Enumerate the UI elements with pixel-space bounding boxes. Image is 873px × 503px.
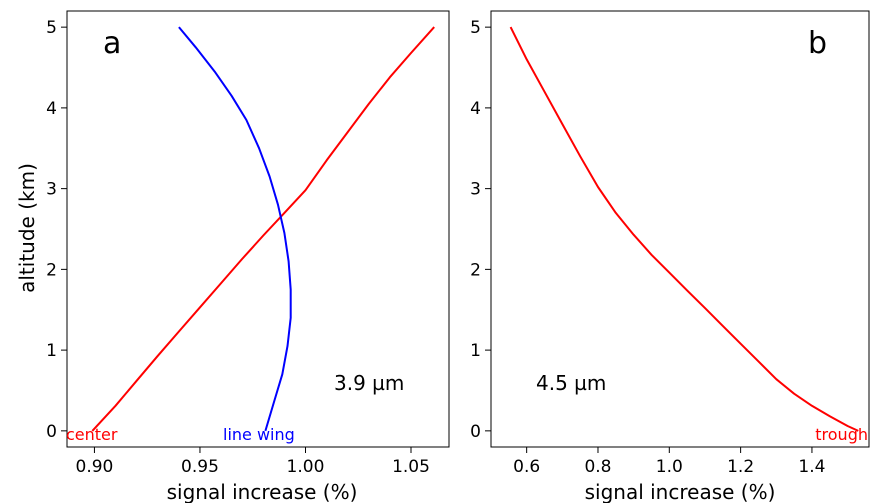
series-line-center bbox=[91, 26, 435, 432]
panel-b-annotation: 4.5 µm bbox=[536, 371, 606, 395]
x-tick-label: 0.8 bbox=[584, 457, 611, 477]
panel-a-annotation: 3.9 µm bbox=[334, 371, 404, 395]
y-tick-label: 5 bbox=[46, 18, 57, 38]
x-tick-label: 1.0 bbox=[656, 457, 683, 477]
y-tick-label: 2 bbox=[470, 260, 481, 280]
panel-a-xlabel: signal increase (%) bbox=[167, 480, 358, 503]
panel-a-letter: a bbox=[103, 26, 121, 61]
x-tick-label: 0.95 bbox=[181, 457, 219, 477]
panel-a-frame bbox=[66, 10, 450, 448]
y-tick-label: 4 bbox=[470, 99, 481, 119]
x-tick-label: 0.6 bbox=[513, 457, 540, 477]
panel-a: 0.90 0.95 1.00 1.05 0 1 2 3 4 5 a 3.9 µm signal i… bbox=[46, 10, 450, 503]
panel-b-xlabel: signal increase (%) bbox=[585, 480, 776, 503]
y-tick-label: 0 bbox=[470, 422, 481, 442]
x-tick-label: 0.90 bbox=[76, 457, 114, 477]
series-line-line-wing bbox=[178, 26, 292, 432]
panel-a-series bbox=[91, 26, 435, 432]
y-tick-label: 3 bbox=[46, 180, 57, 200]
series-label-trough: trough bbox=[815, 425, 868, 444]
y-tick-label: 0 bbox=[46, 422, 57, 442]
x-tick-label: 1.2 bbox=[727, 457, 754, 477]
panel-b-series bbox=[509, 26, 859, 432]
panel-b-frame bbox=[490, 10, 870, 448]
y-tick-label: 1 bbox=[46, 341, 57, 361]
y-tick-label: 4 bbox=[46, 99, 57, 119]
y-tick-label: 2 bbox=[46, 260, 57, 280]
x-tick-label: 1.00 bbox=[287, 457, 325, 477]
x-tick-label: 1.05 bbox=[392, 457, 430, 477]
series-label-line-wing: line wing bbox=[223, 425, 295, 444]
series-label-center: center bbox=[66, 425, 118, 444]
y-axis-label: altitude (km) bbox=[15, 163, 39, 293]
x-tick-label: 1.4 bbox=[798, 457, 825, 477]
y-tick-label: 5 bbox=[470, 18, 481, 38]
series-line-trough bbox=[509, 26, 859, 432]
panel-b-letter: b bbox=[808, 26, 827, 61]
y-tick-label: 3 bbox=[470, 180, 481, 200]
panel-a-ticks: 0.90 0.95 1.00 1.05 0 1 2 3 4 5 bbox=[46, 18, 430, 477]
panel-b: 0.6 0.8 1.0 1.2 1.4 0 1 2 3 4 5 b 4.5 µm signal in… bbox=[470, 10, 870, 503]
y-tick-label: 1 bbox=[470, 341, 481, 361]
panel-b-ticks: 0.6 0.8 1.0 1.2 1.4 0 1 2 3 4 5 bbox=[470, 18, 825, 477]
